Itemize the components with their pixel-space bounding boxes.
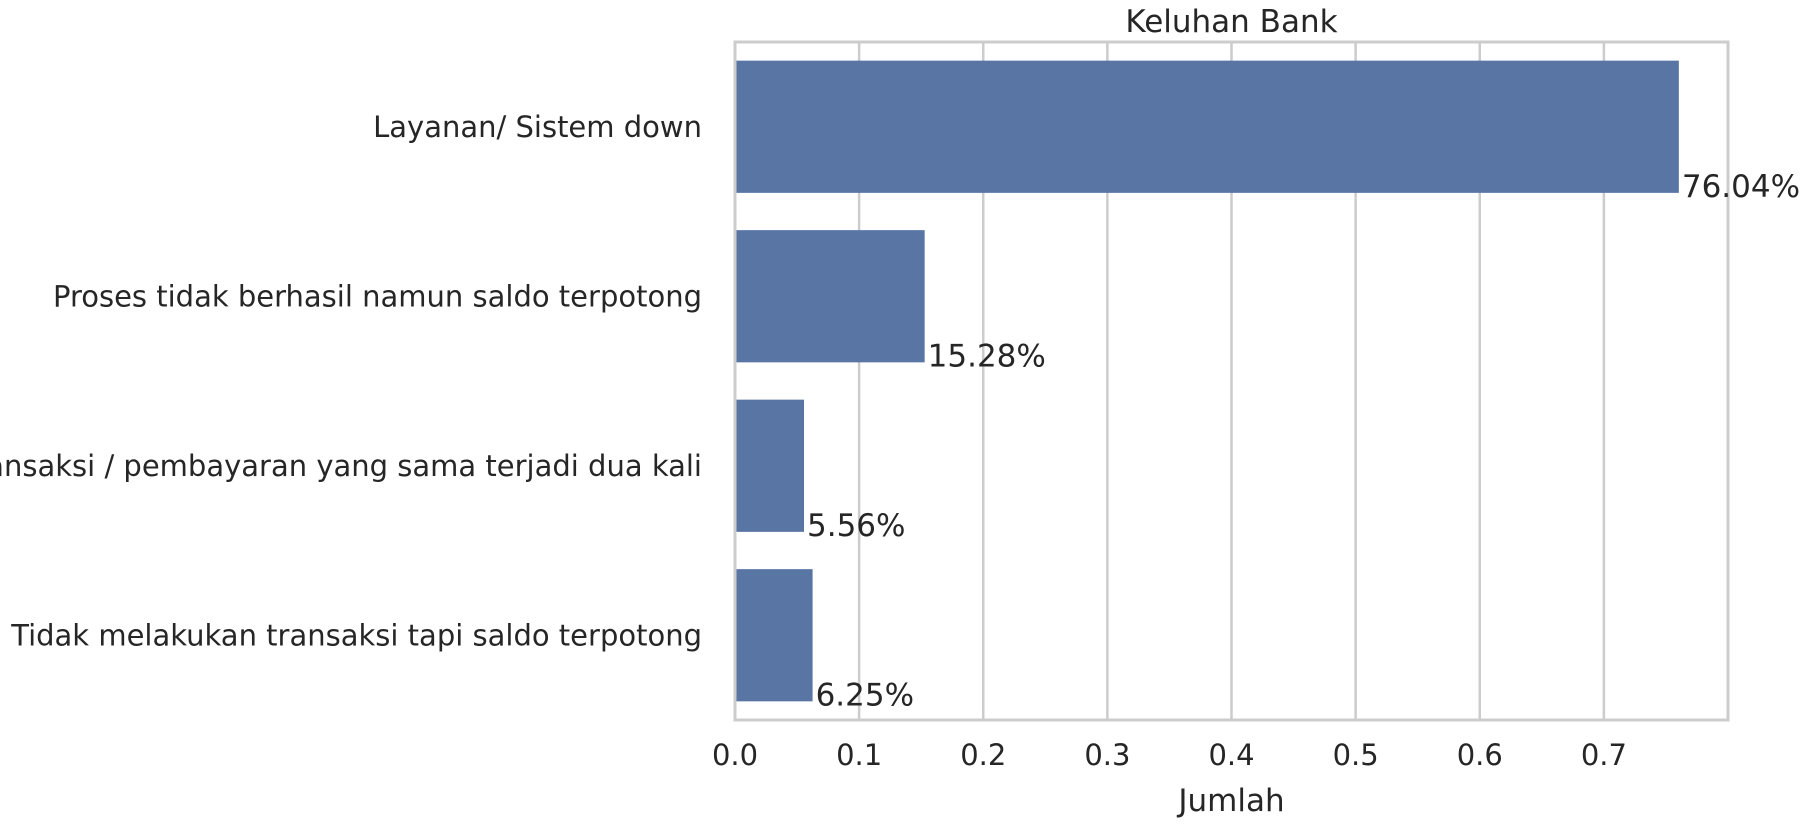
- x-tick-label: 0.7: [1581, 738, 1627, 772]
- bar: [735, 230, 925, 363]
- bar: [735, 60, 1679, 193]
- x-tick-label: 0.6: [1457, 738, 1503, 772]
- chart-title: Keluhan Bank: [1125, 4, 1337, 40]
- bars-layer: [735, 60, 1679, 702]
- category-label: Tidak melakukan transaksi tapi saldo ter…: [10, 618, 702, 652]
- x-tick-label: 0.0: [712, 738, 758, 772]
- x-axis-label: Jumlah: [1176, 783, 1284, 819]
- category-label: Transaksi / pembayaran yang sama terjadi…: [0, 449, 702, 483]
- x-tick-label: 0.3: [1084, 738, 1130, 772]
- x-tick-label: 0.5: [1333, 738, 1379, 772]
- x-tick-label: 0.1: [836, 738, 882, 772]
- category-label: Layanan/ Sistem down: [373, 110, 702, 144]
- data-label: 15.28%: [928, 338, 1046, 374]
- bar: [735, 569, 813, 702]
- category-label: Proses tidak berhasil namun saldo terpot…: [53, 279, 702, 313]
- x-tick-label: 0.4: [1208, 738, 1254, 772]
- data-label: 5.56%: [807, 508, 905, 544]
- x-tick-label: 0.2: [960, 738, 1006, 772]
- plot-frame: [733, 40, 1730, 722]
- labels-layer: 0.0 0.1 0.2 0.3 0.4 0.5 0.6 0.7 Layanan/ Sistem …: [0, 110, 1800, 772]
- data-label: 76.04%: [1682, 169, 1800, 205]
- bar: [735, 399, 805, 532]
- data-label: 6.25%: [816, 677, 914, 713]
